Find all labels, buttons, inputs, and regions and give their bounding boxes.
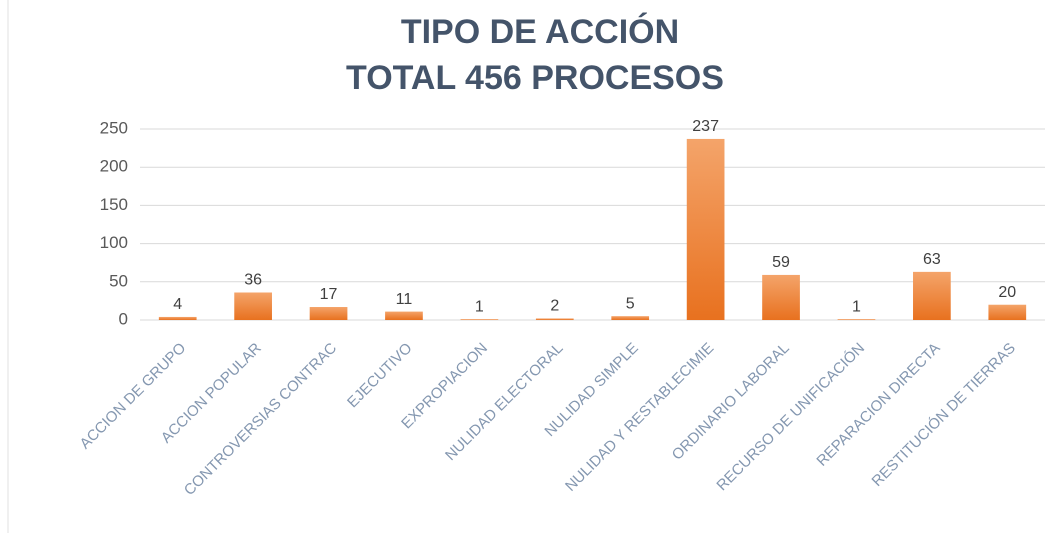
value-label: 11 — [396, 291, 413, 308]
value-label: 36 — [244, 272, 262, 289]
value-label: 237 — [692, 118, 719, 135]
y-tick-label: 200 — [100, 157, 128, 176]
bar — [460, 319, 499, 320]
value-label: 2 — [550, 298, 559, 315]
y-tick-label: 250 — [100, 118, 128, 137]
bar — [837, 319, 876, 320]
value-label: 1 — [852, 298, 861, 315]
value-label: 4 — [173, 296, 182, 313]
bar — [762, 274, 800, 320]
bar — [988, 304, 1027, 320]
y-tick-label: 50 — [109, 271, 128, 290]
x-tick-label: NULIDAD Y RESTABLECIMIE — [562, 340, 717, 495]
value-label: 17 — [320, 286, 338, 303]
value-label: 59 — [772, 254, 790, 271]
y-tick-label: 0 — [119, 309, 128, 328]
bar — [309, 307, 348, 320]
bar — [913, 271, 951, 320]
bar — [611, 316, 650, 320]
bar — [385, 311, 423, 320]
chart-title: TIPO DE ACCIÓN — [401, 13, 679, 51]
value-label: 20 — [998, 284, 1016, 301]
y-tick-label: 100 — [100, 233, 128, 252]
x-tick-label: CONTROVERSIAS CONTRAC — [181, 340, 340, 499]
bar — [686, 138, 725, 320]
value-label: 63 — [923, 251, 941, 268]
bar — [535, 318, 574, 320]
x-tick-label: EJECUTIVO — [344, 340, 416, 412]
x-tick-label: RESTITUCIÓN DE TIERRAS — [869, 340, 1019, 490]
x-tick-label: REPARACION DIRECTA — [813, 340, 943, 470]
value-label: 5 — [626, 295, 635, 312]
chart-subtitle: TOTAL 456 PROCESOS — [346, 59, 724, 97]
bar — [234, 292, 272, 320]
value-label: 1 — [475, 298, 484, 315]
x-tick-label: RECURSO DE UNIFICACIÓN — [713, 340, 868, 495]
y-tick-label: 150 — [100, 195, 128, 214]
bar — [158, 316, 197, 320]
